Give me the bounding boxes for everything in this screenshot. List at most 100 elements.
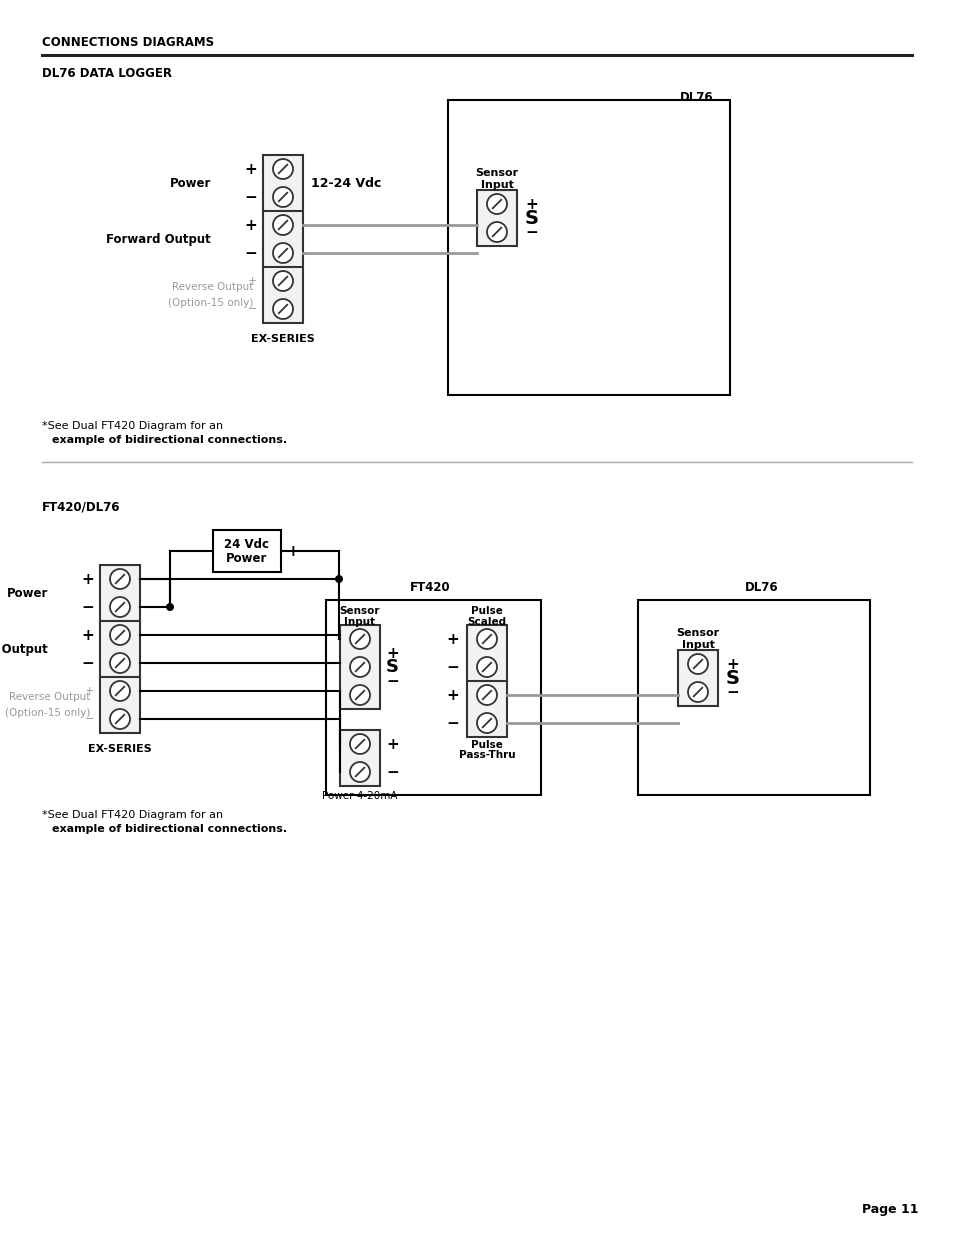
Text: Power: Power [7,587,48,599]
Bar [467,625,506,737]
Text: −: − [81,599,94,615]
Circle shape [273,299,293,319]
Text: +: + [446,688,458,703]
Text: CONNECTIONS DIAGRAMS: CONNECTIONS DIAGRAMS [42,36,213,48]
Text: Scaled: Scaled [467,618,506,627]
Text: Pulse: Pulse [471,606,502,616]
Circle shape [350,657,370,677]
Circle shape [486,194,506,214]
Circle shape [486,222,506,242]
Circle shape [110,653,130,673]
Text: Forward Output: Forward Output [0,642,48,656]
Text: +: + [81,627,94,642]
Circle shape [273,215,293,235]
Text: example of bidirectional connections.: example of bidirectional connections. [52,824,287,834]
Circle shape [350,629,370,650]
Text: −: − [446,715,458,730]
Text: EX-SERIES: EX-SERIES [88,743,152,755]
Text: +: + [286,543,298,558]
Bar [678,650,718,706]
Text: Input: Input [680,640,714,650]
Circle shape [476,657,497,677]
Bar [326,600,540,795]
Text: Forward Output: Forward Output [106,232,211,246]
Circle shape [476,629,497,650]
Text: Sensor: Sensor [676,629,719,638]
Text: Sensor: Sensor [339,606,380,616]
Circle shape [110,709,130,729]
Text: −: − [244,189,256,205]
Text: Power 4-20mA: Power 4-20mA [322,790,397,802]
Text: FT420/DL76: FT420/DL76 [42,500,120,514]
Text: +: + [81,572,94,587]
Text: +: + [446,631,458,646]
Circle shape [110,569,130,589]
Text: Power: Power [170,177,211,189]
Text: −: − [194,543,207,558]
Circle shape [687,655,707,674]
Text: −: − [725,684,738,699]
Text: +: + [244,217,256,232]
Text: DL76: DL76 [744,580,778,594]
Text: +: + [386,646,398,661]
Circle shape [687,682,707,701]
Text: +: + [248,275,256,287]
Text: −: − [446,659,458,674]
Text: +: + [524,196,537,211]
Text: S: S [386,658,398,676]
Text: example of bidirectional connections.: example of bidirectional connections. [52,435,287,445]
Text: Reverse Output: Reverse Output [172,282,253,291]
Text: Sensor: Sensor [475,168,518,178]
Text: Input: Input [480,180,513,190]
Text: 12-24 Vdc: 12-24 Vdc [311,177,381,189]
Bar [263,156,303,324]
Text: −: − [81,656,94,671]
Circle shape [166,603,173,611]
Text: +: + [386,736,398,752]
Circle shape [273,159,293,179]
Text: +: + [85,685,94,697]
Circle shape [335,576,343,583]
Bar [339,730,379,785]
Circle shape [476,685,497,705]
Bar [476,190,517,246]
Text: FT420: FT420 [409,580,450,594]
Text: Pass-Thru: Pass-Thru [458,750,515,760]
Text: −: − [386,673,398,688]
Text: Power: Power [226,552,268,564]
Text: *See Dual FT420 Diagram for an: *See Dual FT420 Diagram for an [42,810,223,820]
Circle shape [476,713,497,734]
Text: *See Dual FT420 Diagram for an: *See Dual FT420 Diagram for an [42,421,223,431]
Circle shape [273,270,293,291]
Text: DL76 DATA LOGGER: DL76 DATA LOGGER [42,67,172,79]
Text: S: S [524,209,538,227]
Text: −: − [524,225,537,240]
Text: −: − [248,304,256,314]
Text: +: + [725,657,738,672]
Bar [448,100,729,395]
Bar [100,564,140,734]
Text: (Option-15 only): (Option-15 only) [5,709,90,719]
Bar [638,600,869,795]
Text: −: − [85,714,94,724]
Text: Input: Input [344,618,375,627]
Text: (Option-15 only): (Option-15 only) [168,299,253,309]
Circle shape [350,685,370,705]
Text: −: − [386,764,398,779]
Circle shape [110,597,130,618]
Text: −: − [244,246,256,261]
Bar [339,625,379,709]
Circle shape [110,625,130,645]
Text: S: S [725,668,740,688]
Bar [213,530,281,572]
Text: 24 Vdc: 24 Vdc [224,537,269,551]
Text: Page 11: Page 11 [862,1203,918,1216]
Text: Pulse: Pulse [471,740,502,750]
Text: EX-SERIES: EX-SERIES [251,333,314,345]
Circle shape [350,734,370,755]
Circle shape [273,186,293,207]
Circle shape [273,243,293,263]
Text: DL76: DL76 [679,90,713,104]
Text: Reverse Output: Reverse Output [9,692,90,701]
Circle shape [350,762,370,782]
